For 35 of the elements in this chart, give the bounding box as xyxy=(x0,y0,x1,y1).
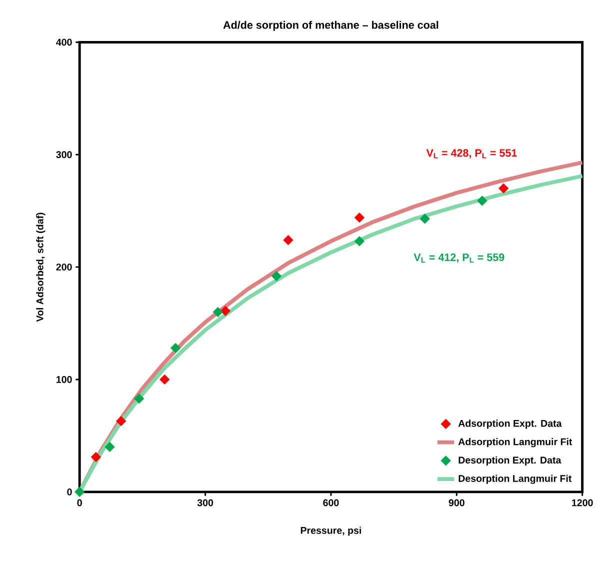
x-tick-label: 600 xyxy=(323,500,339,506)
point xyxy=(354,212,365,223)
y-tick-label: 400 xyxy=(56,38,72,46)
point xyxy=(116,416,126,426)
point xyxy=(283,235,294,246)
legend-label: Adsorption Expt. Data xyxy=(458,420,562,430)
legend-label: Desorption Langmuir Fit xyxy=(458,474,572,484)
point xyxy=(74,487,85,498)
legend-label: Adsorption Langmuir Fit xyxy=(458,438,572,448)
x-axis-title: Pressure, psi xyxy=(300,526,361,536)
chart-title: Ad/de sorption of methane – baseline coal xyxy=(223,21,438,32)
y-tick-label: 200 xyxy=(56,264,72,271)
y-tick-label: 300 xyxy=(56,151,72,158)
point xyxy=(271,271,282,282)
point xyxy=(104,442,115,452)
point xyxy=(170,343,181,354)
point xyxy=(498,184,509,194)
legend-label: Desorption Expt. Data xyxy=(458,456,562,466)
annotation: V$_{L}$ = 412, P$_{L}$ = 559 xyxy=(414,254,504,263)
x-tick-label: 0 xyxy=(77,500,82,506)
point xyxy=(212,307,223,318)
point xyxy=(90,452,102,462)
x-tick-label: 300 xyxy=(197,500,214,506)
point xyxy=(160,374,170,385)
point xyxy=(477,196,488,206)
point xyxy=(354,236,365,247)
point xyxy=(134,394,144,404)
point xyxy=(420,214,430,224)
x-tick-label: 1200 xyxy=(572,500,593,506)
y-tick-label: 0 xyxy=(67,488,72,496)
x-tick-label: 900 xyxy=(448,500,464,506)
y-tick-label: 100 xyxy=(56,376,72,384)
y-axis-title: Vol Adsorbed, scft (daf) xyxy=(36,212,46,322)
annotation: V$_{L}$ = 428, P$_{L}$ = 551 xyxy=(426,149,517,159)
point xyxy=(220,306,230,316)
